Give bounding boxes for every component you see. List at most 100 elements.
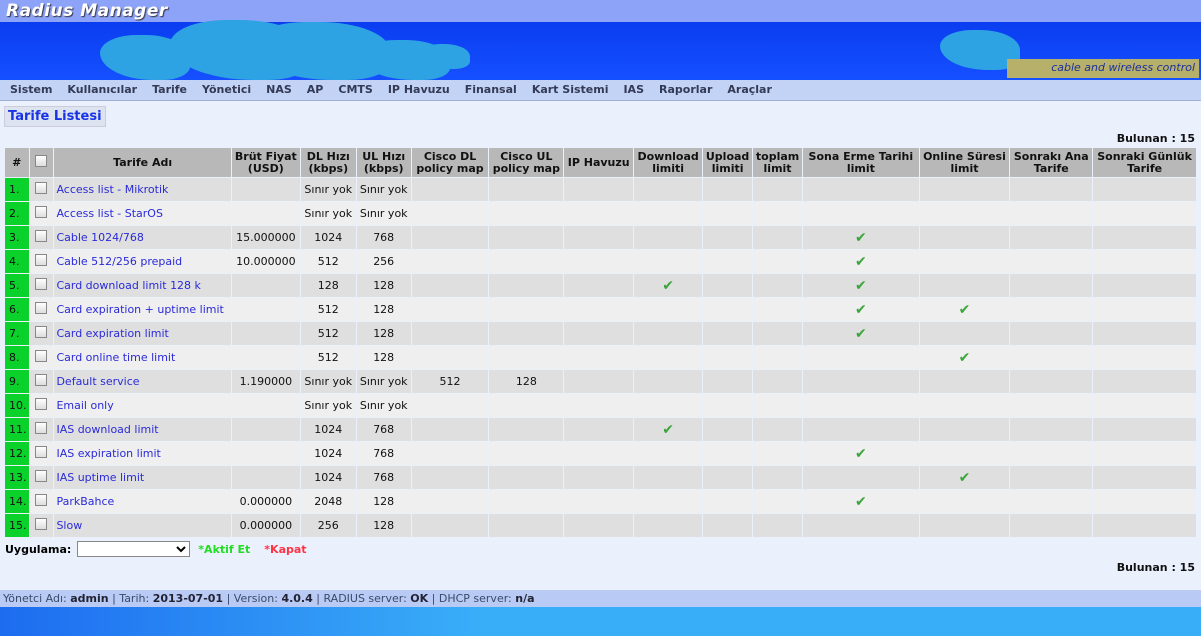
row-checkbox[interactable]: [35, 278, 48, 290]
total-limit: [752, 465, 804, 490]
next-main-tariff: [1009, 465, 1094, 490]
close-link[interactable]: *Kapat: [264, 542, 307, 556]
tariff-name-link[interactable]: IAS uptime limit: [53, 465, 232, 490]
row-checkbox[interactable]: [35, 206, 48, 218]
tariff-name-link[interactable]: Card expiration limit: [53, 321, 232, 346]
tagline: cable and wireless control: [1007, 59, 1199, 78]
ip-pool: [563, 177, 635, 202]
dl-speed: 1024: [299, 417, 357, 442]
tariff-name-link[interactable]: Card expiration + uptime limit: [53, 297, 232, 322]
cisco-ul: [488, 513, 565, 538]
check-icon: ✔: [662, 421, 674, 438]
select-all-checkbox[interactable]: [35, 155, 48, 167]
menu-item[interactable]: Finansal: [464, 83, 517, 96]
cisco-ul: [488, 489, 565, 514]
cisco-dl: [410, 489, 490, 514]
tariff-name-link[interactable]: Card online time limit: [53, 345, 232, 370]
next-daily-tariff: [1092, 177, 1197, 202]
row-checkbox[interactable]: [35, 446, 48, 458]
row-checkbox[interactable]: [35, 230, 48, 242]
total-limit: [752, 417, 804, 442]
total-limit: [752, 201, 804, 226]
row-number: 13.: [4, 465, 30, 490]
tariff-name-link[interactable]: Access list - StarOS: [53, 201, 232, 226]
tariff-name-link[interactable]: Access list - Mikrotik: [53, 177, 232, 202]
online-time-limit: [918, 201, 1011, 226]
tariff-name-link[interactable]: Email only: [53, 393, 232, 418]
download-limit: [633, 465, 704, 490]
tariff-name-link[interactable]: ParkBahce: [53, 489, 232, 514]
expiration-limit: [802, 369, 920, 394]
check-icon: ✔: [854, 493, 867, 510]
column-header: #: [4, 147, 30, 178]
next-daily-tariff: [1092, 393, 1197, 418]
menu-item[interactable]: Raporlar: [659, 83, 713, 96]
activate-link[interactable]: *Aktif Et: [198, 542, 251, 556]
expiration-limit: ✔: [802, 297, 920, 322]
row-checkbox[interactable]: [35, 182, 48, 194]
row-checkbox[interactable]: [35, 350, 48, 362]
cisco-ul: [488, 321, 565, 346]
row-checkbox[interactable]: [35, 326, 48, 338]
row-checkbox[interactable]: [35, 302, 48, 314]
download-limit: [633, 441, 704, 466]
row-checkbox[interactable]: [35, 254, 48, 266]
column-header: UL Hızı (kbps): [355, 147, 412, 178]
menu-item[interactable]: AP: [306, 83, 324, 96]
tariff-name-link[interactable]: Cable 512/256 prepaid: [53, 249, 232, 274]
tariff-name-link[interactable]: Card download limit 128 k: [53, 273, 232, 298]
ip-pool: [563, 465, 635, 490]
menu-item[interactable]: Kart Sistemi: [531, 83, 609, 96]
next-main-tariff: [1009, 513, 1094, 538]
ul-speed: 768: [355, 441, 412, 466]
tariff-name-link[interactable]: Default service: [53, 369, 232, 394]
menu-item[interactable]: Araçlar: [727, 83, 772, 96]
cisco-dl: [410, 225, 490, 250]
next-main-tariff: [1009, 321, 1094, 346]
tariff-name-link[interactable]: IAS expiration limit: [53, 441, 232, 466]
menu-item[interactable]: CMTS: [338, 83, 373, 96]
menu-item[interactable]: Sistem: [10, 83, 53, 96]
status-bar: Yönetci Adı: admin | Tarih: 2013-07-01 |…: [0, 590, 1201, 607]
total-limit: [752, 441, 804, 466]
cisco-ul: [488, 273, 565, 298]
row-checkbox[interactable]: [35, 422, 48, 434]
table-row: 12. IAS expiration limit 1024 768 ✔: [4, 441, 1197, 466]
menu-item[interactable]: IAS: [623, 83, 644, 96]
expiration-limit: [802, 465, 920, 490]
row-checkbox[interactable]: [35, 398, 48, 410]
apply-select[interactable]: [77, 541, 191, 557]
table-row: 11. IAS download limit 1024 768 ✔: [4, 417, 1197, 442]
menu-item[interactable]: NAS: [266, 83, 292, 96]
row-checkbox[interactable]: [35, 494, 48, 506]
ul-speed: 768: [355, 225, 412, 250]
cisco-ul: [488, 465, 565, 490]
menu-item[interactable]: Kullanıcılar: [67, 83, 138, 96]
menu-item[interactable]: IP Havuzu: [387, 83, 450, 96]
next-daily-tariff: [1092, 465, 1197, 490]
header-banner: Radius Manager cable and wireless contro…: [0, 0, 1201, 80]
row-checkbox[interactable]: [35, 518, 48, 530]
next-main-tariff: [1009, 345, 1094, 370]
total-limit: [752, 513, 804, 538]
upload-limit: [702, 273, 754, 298]
menu-item[interactable]: Tarife: [152, 83, 188, 96]
total-limit: [752, 369, 804, 394]
tariff-name-link[interactable]: IAS download limit: [53, 417, 232, 442]
tariff-name-link[interactable]: Slow: [53, 513, 232, 538]
download-limit: [633, 393, 704, 418]
tariff-name-link[interactable]: Cable 1024/768: [53, 225, 232, 250]
expiration-limit: ✔: [802, 273, 920, 298]
row-checkbox[interactable]: [35, 470, 48, 482]
total-limit: [752, 177, 804, 202]
menu-item[interactable]: Yönetici: [202, 83, 252, 96]
column-header: Sonrakı Ana Tarife: [1009, 147, 1094, 178]
row-checkbox[interactable]: [35, 374, 48, 386]
next-main-tariff: [1009, 273, 1094, 298]
column-header: Cisco UL policy map: [488, 147, 565, 178]
check-icon: ✔: [958, 301, 971, 318]
row-number: 8.: [4, 345, 30, 370]
download-limit: [633, 513, 704, 538]
ip-pool: [563, 393, 635, 418]
next-main-tariff: [1009, 201, 1094, 226]
